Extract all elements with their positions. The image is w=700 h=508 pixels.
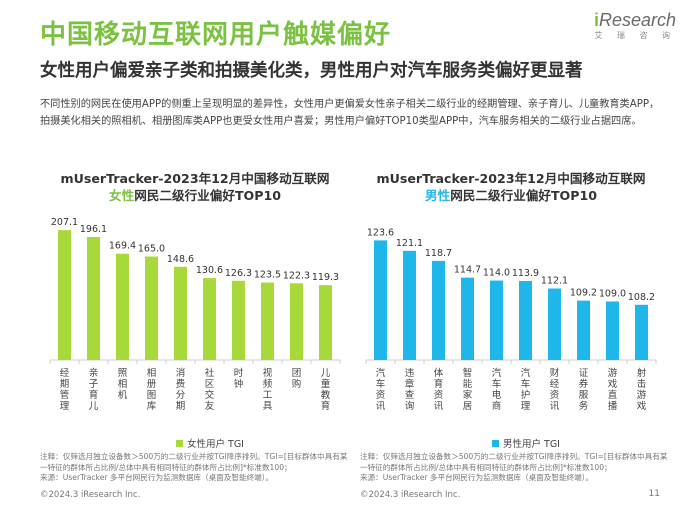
male-data-label: 108.2	[628, 292, 655, 303]
female-category-label: 时钟	[234, 367, 244, 390]
iresearch-logo: iResearch 艾 瑞 咨 询	[593, 10, 676, 40]
female-category-label: 消费分期	[176, 367, 186, 412]
male-chart-title: mUserTracker-2023年12月中国移动互联网 男性网民二级行业偏好T…	[376, 171, 646, 203]
female-data-label: 207.1	[51, 217, 78, 228]
female-bar	[290, 283, 303, 360]
male-bar-chart: 123.6 汽车资讯 121.1 违章查询 118.7 体育资讯 114.7 智能家居 114.…	[365, 227, 657, 450]
male-data-label: 112.1	[541, 275, 568, 286]
female-chart-title: mUserTracker-2023年12月中国移动互联网 女性网民二级行业偏好T…	[60, 171, 330, 203]
female-bar	[87, 236, 100, 360]
male-bar	[490, 280, 503, 360]
male-bar	[606, 301, 619, 360]
female-data-label: 126.3	[225, 268, 252, 279]
female-category-label: 社区交友	[205, 367, 215, 412]
female-chart-panel: mUserTracker-2023年12月中国移动互联网 女性网民二级行业偏好T…	[36, 170, 354, 470]
male-data-label: 113.9	[512, 268, 539, 279]
female-category-label: 照相机	[118, 368, 128, 401]
male-bar	[374, 240, 387, 360]
female-category-label: 经期管理	[60, 367, 70, 412]
female-data-label: 196.1	[80, 224, 107, 235]
copyright-left: ©2024.3 iResearch Inc.	[40, 490, 141, 500]
male-chart-note: 注释：仅筛选月独立设备数＞500万的二级行业并按TGI降序排列。TGI=[目标群…	[360, 452, 668, 482]
female-legend-swatch	[176, 440, 183, 447]
male-bar	[403, 250, 416, 360]
male-data-label: 114.7	[454, 265, 481, 276]
male-category-label: 体育资讯	[434, 367, 444, 412]
female-bar	[116, 253, 129, 360]
female-bar	[174, 266, 187, 360]
female-data-label: 122.3	[283, 270, 310, 281]
female-bar-chart: 207.1 经期管理 196.1 亲子育儿 169.4 照相机 165.0 相册图库 148.6…	[49, 217, 341, 450]
male-category-label: 财经资讯	[550, 367, 560, 412]
female-data-label: 119.3	[312, 272, 339, 283]
female-bar	[145, 256, 158, 360]
male-data-label: 109.2	[570, 288, 597, 299]
female-category-label: 视频工具	[263, 367, 273, 412]
male-data-label: 118.7	[425, 248, 452, 259]
female-bar	[319, 285, 332, 360]
male-category-label: 游戏直播	[608, 367, 618, 412]
female-bar	[261, 282, 274, 360]
male-bar	[432, 260, 445, 360]
male-data-label: 123.6	[367, 227, 394, 238]
female-data-label: 130.6	[196, 265, 223, 276]
male-chart-panel: mUserTracker-2023年12月中国移动互联网 男性网民二级行业偏好T…	[352, 170, 670, 470]
male-legend-label: 男性用户 TGI	[503, 438, 560, 450]
male-bar	[577, 300, 590, 360]
male-category-label: 汽车电商	[492, 367, 502, 412]
male-bar	[461, 277, 474, 360]
female-data-label: 165.0	[138, 244, 165, 255]
female-bar	[232, 280, 245, 360]
male-category-label: 射击游戏	[637, 367, 647, 412]
male-data-label: 114.0	[483, 268, 510, 279]
copyright-right: ©2024.3 iResearch Inc.	[360, 490, 461, 500]
female-bar	[58, 230, 71, 360]
male-category-label: 汽车资讯	[376, 367, 386, 412]
male-bar	[548, 288, 561, 360]
male-legend-swatch	[492, 440, 499, 447]
female-category-label: 相册图库	[147, 367, 157, 412]
page-title: 中国移动互联网用户触媒偏好	[40, 20, 392, 50]
male-data-label: 121.1	[396, 238, 423, 249]
female-data-label: 148.6	[167, 254, 194, 265]
female-data-label: 169.4	[109, 241, 136, 252]
female-category-label: 团购	[292, 368, 302, 390]
female-legend-label: 女性用户 TGI	[187, 438, 244, 450]
page-number: 11	[648, 489, 660, 499]
female-category-label: 亲子育儿	[89, 367, 99, 412]
female-bar	[203, 278, 216, 360]
male-category-label: 违章查询	[405, 368, 415, 412]
male-category-label: 智能家居	[463, 367, 473, 412]
page-subtitle: 女性用户偏爱亲子类和拍摄美化类，男性用户对汽车服务类偏好更显著	[40, 61, 583, 81]
male-category-label: 汽车护理	[521, 367, 531, 412]
male-category-label: 证券服务	[579, 368, 589, 412]
page-description: 不同性别的网民在使用APP的侧重上呈现明显的差异性，女性用户更偏爱女性亲子相关二…	[40, 99, 660, 127]
male-bar	[519, 280, 532, 360]
male-bar	[635, 304, 648, 360]
male-data-label: 109.0	[599, 288, 626, 299]
female-chart-note: 注释：仅筛选月独立设备数＞500万的二级行业并按TGI降序排列。TGI=[目标群…	[40, 452, 348, 482]
female-category-label: 儿童教育	[321, 368, 331, 412]
female-data-label: 123.5	[254, 270, 281, 281]
